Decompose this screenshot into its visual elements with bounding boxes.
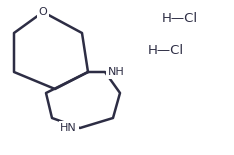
Text: NH: NH xyxy=(108,67,125,77)
Text: O: O xyxy=(39,7,47,17)
Text: H—Cl: H—Cl xyxy=(148,44,184,57)
Text: H—Cl: H—Cl xyxy=(162,11,198,24)
Text: HN: HN xyxy=(60,123,77,133)
